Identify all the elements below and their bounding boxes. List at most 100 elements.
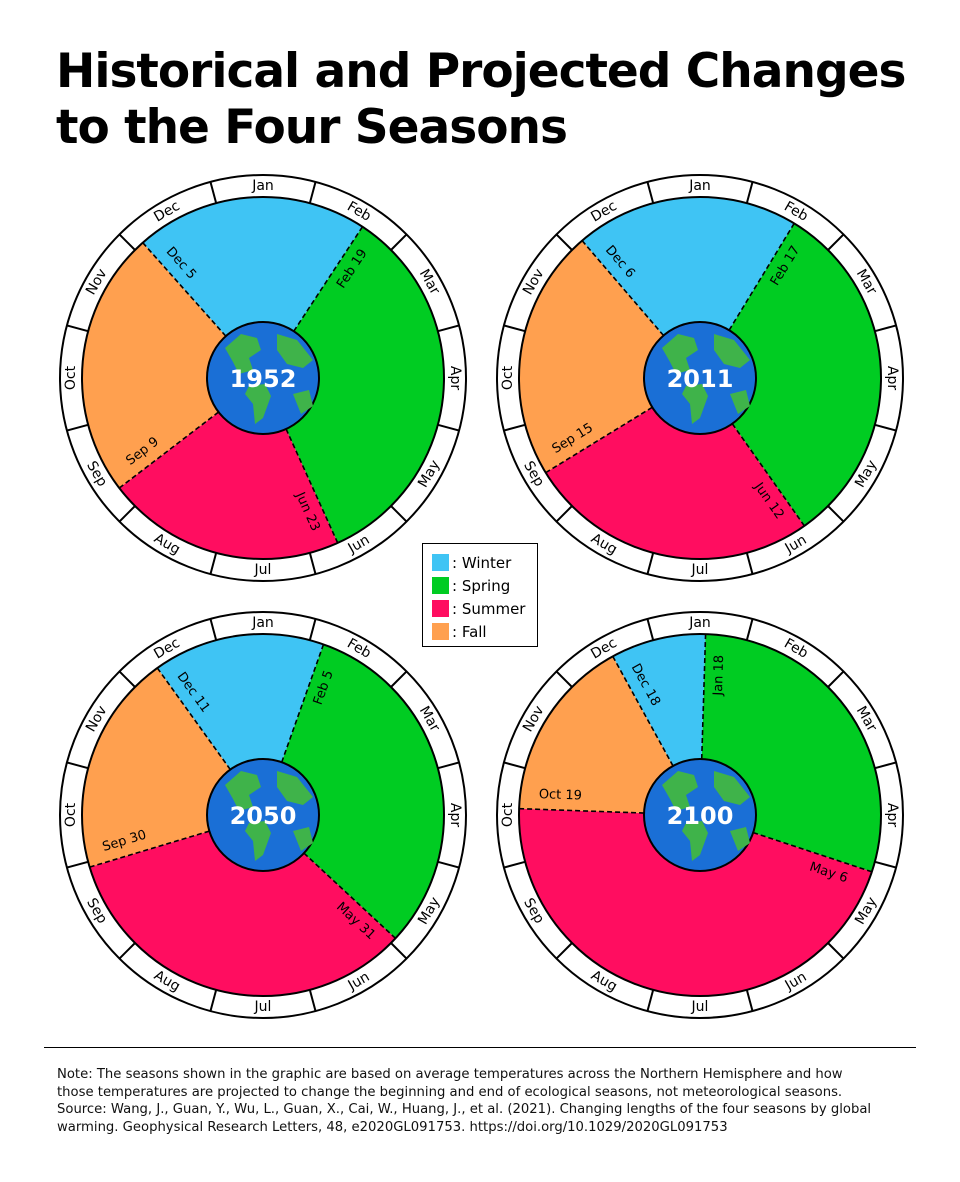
note-line-3: Source: Wang, J., Guan, Y., Wu, L., Guan… xyxy=(57,1102,872,1117)
month-divider xyxy=(503,423,526,432)
chart-center-year: 2011 xyxy=(667,365,734,393)
month-divider xyxy=(118,233,136,251)
season-wheel-1952: JanFebMarAprMayJunJulAugSepOctNovDecDec … xyxy=(59,174,467,582)
month-label: Jan xyxy=(251,615,274,631)
title-line-2: to the Four Seasons xyxy=(56,100,568,155)
month-divider xyxy=(209,989,218,1012)
legend-item-summer: : Summer xyxy=(432,597,537,620)
season-sector-winter xyxy=(582,197,795,378)
month-divider xyxy=(827,942,845,960)
legend: : Winter : Spring : Summer : Fall xyxy=(422,543,538,647)
month-divider xyxy=(874,761,897,770)
season-wheel-2100: JanFebMarAprMayJunJulAugSepOctNovDecDec … xyxy=(496,611,904,1019)
month-divider xyxy=(390,942,408,960)
season-sector-fall xyxy=(82,242,264,489)
month-divider xyxy=(503,761,526,770)
legend-swatch-summer xyxy=(432,600,449,617)
month-label: Jul xyxy=(254,999,272,1015)
chart-center-year: 2100 xyxy=(667,802,734,830)
month-label: Oct xyxy=(63,365,79,390)
season-boundary-line xyxy=(285,428,339,544)
month-divider xyxy=(390,670,408,688)
season-boundary-line xyxy=(156,667,231,770)
season-sector-spring xyxy=(263,644,445,939)
page-title: Historical and Projected Changes to the … xyxy=(56,44,936,156)
month-label: Apr xyxy=(884,803,900,827)
month-divider xyxy=(503,324,526,333)
season-boundary-line xyxy=(581,240,665,337)
month-divider xyxy=(209,552,218,575)
month-divider xyxy=(118,670,136,688)
footer-divider xyxy=(44,1047,916,1048)
legend-label-spring: : Spring xyxy=(452,576,511,595)
season-wheel-2011: JanFebMarAprMayJunJulAugSepOctNovDecDec … xyxy=(496,174,904,582)
month-divider xyxy=(646,181,655,204)
month-divider xyxy=(874,860,897,869)
season-boundary-label: Jan 18 xyxy=(711,655,727,697)
month-divider xyxy=(209,618,218,641)
season-boundary-label: Oct 19 xyxy=(539,787,583,804)
month-label: Jan xyxy=(688,178,711,194)
month-divider xyxy=(308,181,317,204)
globe-icon xyxy=(643,321,757,435)
month-divider xyxy=(390,505,408,523)
season-sector-winter xyxy=(142,196,363,378)
month-divider xyxy=(390,233,408,251)
month-divider xyxy=(437,423,460,432)
month-label: Apr xyxy=(884,366,900,390)
season-boundary-line xyxy=(545,406,653,474)
note-line-2: those temperatures are projected to chan… xyxy=(57,1084,843,1100)
season-boundary-line xyxy=(142,242,227,337)
note-line-1: Note: The seasons shown in the graphic a… xyxy=(57,1067,843,1082)
month-label: Oct xyxy=(500,802,516,827)
legend-label-winter: : Winter xyxy=(452,553,512,572)
month-divider xyxy=(66,761,89,770)
note-line-4: warming. Geophysical Research Letters, 4… xyxy=(57,1119,728,1135)
month-divider xyxy=(827,233,845,251)
legend-label-fall: : Fall xyxy=(452,622,487,641)
month-divider xyxy=(66,860,89,869)
month-divider xyxy=(555,942,573,960)
season-boundary-line xyxy=(89,830,210,868)
month-divider xyxy=(646,989,655,1012)
season-boundary-line xyxy=(700,634,707,760)
chart-center-year: 1952 xyxy=(230,365,297,393)
month-divider xyxy=(66,324,89,333)
legend-item-fall: : Fall xyxy=(432,620,537,643)
season-boundary-line xyxy=(118,411,220,489)
legend-label-summer: : Summer xyxy=(452,599,526,618)
legend-item-winter: : Winter xyxy=(432,551,537,574)
month-divider xyxy=(874,423,897,432)
month-divider xyxy=(209,181,218,204)
month-divider xyxy=(827,670,845,688)
season-sector-summer xyxy=(519,808,872,997)
month-divider xyxy=(555,670,573,688)
month-divider xyxy=(555,505,573,523)
season-boundary-line xyxy=(303,852,397,939)
legend-swatch-winter xyxy=(432,554,449,571)
month-divider xyxy=(745,618,754,641)
month-divider xyxy=(745,181,754,204)
season-boundary-line xyxy=(731,423,806,527)
month-divider xyxy=(827,505,845,523)
month-divider xyxy=(437,860,460,869)
month-divider xyxy=(118,505,136,523)
season-boundary-line xyxy=(280,644,325,763)
season-sector-spring xyxy=(700,223,882,526)
month-label: Jul xyxy=(691,562,709,578)
season-boundary-line xyxy=(752,831,873,873)
title-line-1: Historical and Projected Changes xyxy=(56,44,906,99)
month-divider xyxy=(66,423,89,432)
legend-item-spring: : Spring xyxy=(432,574,537,597)
month-label: Apr xyxy=(447,366,463,390)
month-divider xyxy=(118,942,136,960)
month-divider xyxy=(874,324,897,333)
season-wheel-2050: JanFebMarAprMayJunJulAugSepOctNovDecDec … xyxy=(59,611,467,1019)
month-divider xyxy=(745,552,754,575)
season-sector-winter xyxy=(157,634,324,815)
season-sector-summer xyxy=(545,378,805,559)
month-label: Jul xyxy=(691,999,709,1015)
season-sector-fall xyxy=(519,240,700,473)
month-divider xyxy=(646,552,655,575)
month-label: Jan xyxy=(688,615,711,631)
